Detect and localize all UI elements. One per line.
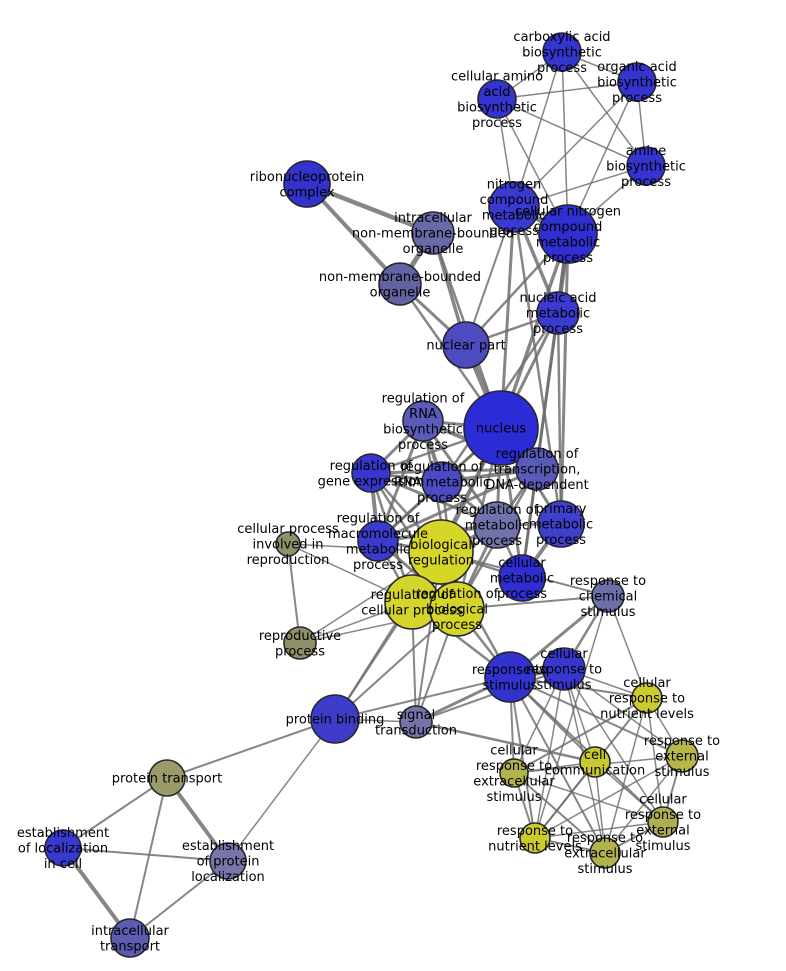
graph-edge-pbind-respstim[interactable] xyxy=(334,676,511,720)
graph-node-regrnametab[interactable]: regulation of RNA metabolic process xyxy=(421,461,463,503)
graph-edge-ptransport-establoccell[interactable] xyxy=(62,777,168,849)
graph-edge-nucleicacid-cellmetab[interactable] xyxy=(520,312,560,579)
graph-edge-respchem-cellnutrient[interactable] xyxy=(607,595,648,699)
graph-edge-cellnutrient-cellrespextr[interactable] xyxy=(513,697,648,774)
graph-node-respchem[interactable]: response to chemical stimulus xyxy=(591,579,625,613)
graph-edge-respext-respnutrient[interactable] xyxy=(534,755,683,839)
graph-node-reggene[interactable]: regulation of gene expression xyxy=(351,453,391,493)
graph-edge-respchem-respnutrient[interactable] xyxy=(534,595,609,839)
graph-edge-respstim-respnutrient[interactable] xyxy=(509,676,536,839)
graph-node-cellrespstim[interactable]: cellular response to stimulus xyxy=(542,647,586,691)
graph-node-nitrogen[interactable]: nitrogen compound metabolic process xyxy=(488,181,540,233)
graph-node-cellnitro[interactable]: cellular nitrogen compound metabolic pro… xyxy=(538,204,598,264)
graph-edge-amino-amine[interactable] xyxy=(496,98,647,167)
graph-node-primary[interactable]: primary metabolic process xyxy=(537,500,585,548)
graph-edge-org-amino[interactable] xyxy=(496,81,638,100)
graph-node-establoccell[interactable]: establishment of localization in cell xyxy=(44,829,82,867)
graph-node-ribo[interactable]: ribonucleoprotein complex xyxy=(283,160,331,208)
graph-node-pbind[interactable]: protein binding xyxy=(310,694,360,744)
graph-node-regmetab[interactable]: regulation of metabolic process xyxy=(473,501,521,549)
graph-node-cellprocrepro[interactable]: cellular process involved in reproductio… xyxy=(275,531,301,557)
graph-node-nuclearpart[interactable]: nuclear part xyxy=(442,321,490,369)
graph-edge-cellcomm-respnutrient[interactable] xyxy=(534,761,596,839)
graph-edge-cellrespextr-cellrespext[interactable] xyxy=(513,772,664,823)
graph-node-ptransport[interactable]: protein transport xyxy=(148,759,186,797)
graph-node-regrnabio[interactable]: regulation of RNA biosynthetic process xyxy=(402,400,444,442)
graph-edge-cellrespextr-respextr[interactable] xyxy=(513,772,606,854)
graph-node-amine[interactable]: amine biosynthetic process xyxy=(626,146,666,186)
graph-node-respstim[interactable]: response to stimulus xyxy=(484,651,536,703)
graph-node-cellrespext[interactable]: cellular response to external stimulus xyxy=(647,806,679,838)
graph-node-nucleicacid[interactable]: nucleic acid metabolic process xyxy=(536,291,580,335)
graph-edge-cellnutrient-respextr[interactable] xyxy=(604,697,648,854)
graph-node-nucleus[interactable]: nucleus xyxy=(463,390,539,466)
graph-node-cellmetab[interactable]: cellular metabolic process xyxy=(498,554,546,602)
graph-node-regmacromol[interactable]: regulation of macromolecule metabolic pr… xyxy=(357,520,399,562)
graph-edge-pbind-establishprot[interactable] xyxy=(227,718,336,862)
graph-edge-cellrespstim-cellrespext[interactable] xyxy=(563,668,664,823)
graph-node-signal[interactable]: signal transduction xyxy=(399,705,433,739)
graph-node-org[interactable]: organic acid biosynthetic process xyxy=(617,62,657,102)
graph-node-intraorg[interactable]: intracellular non-membrane-bounded organ… xyxy=(411,211,455,255)
graph-edge-cellnutrient-cellrespext[interactable] xyxy=(646,697,664,823)
graph-node-respext[interactable]: response to external stimulus xyxy=(665,739,699,773)
graph-node-nonmemorg[interactable]: non-membrane-bounded organelle xyxy=(378,262,422,306)
graph-edge-pbind-ptransport[interactable] xyxy=(166,718,336,779)
graph-node-establishprot[interactable]: establishment of protein localization xyxy=(209,842,247,880)
graph-edge-ptransport-intratransport[interactable] xyxy=(129,777,168,939)
graph-node-respextr[interactable]: response to extracellular stimulus xyxy=(589,837,621,869)
graph-edge-carb-cellnitro[interactable] xyxy=(561,51,569,235)
graph-edge-signal-cellcomm[interactable] xyxy=(415,720,596,764)
graph-edge-carb-nitrogen[interactable] xyxy=(513,51,563,208)
graph-node-respnutrient[interactable]: response to nutrient levels xyxy=(519,822,551,854)
graph-node-regbioproc[interactable]: regulation of biological process xyxy=(429,581,485,637)
graph-edge-carb-amine[interactable] xyxy=(561,51,647,167)
graph-node-carb[interactable]: carboxylic acid biosynthetic process xyxy=(542,32,582,72)
graph-edge-cellnitro-primary[interactable] xyxy=(559,233,570,525)
node-layer: carboxylic acid biosynthetic process orga… xyxy=(44,32,699,958)
graph-edge-establoccell-establishprot[interactable] xyxy=(62,847,229,862)
graph-node-regtrans[interactable]: regulation of transcription, DNA-depende… xyxy=(515,447,559,491)
graph-edge-establishprot-intratransport[interactable] xyxy=(129,860,229,939)
graph-node-cellrespextr[interactable]: cellular response to extracellular stimu… xyxy=(499,758,529,788)
edge-layer xyxy=(61,51,683,940)
graph-edge-regtrans-regmacromol[interactable] xyxy=(377,467,538,543)
graph-node-cellnutrient[interactable]: cellular response to nutrient levels xyxy=(631,682,663,714)
graph-node-cellcomm[interactable]: cell communication xyxy=(579,746,611,778)
graph-edge-nucleicacid-primary[interactable] xyxy=(556,312,563,525)
graph-edge-signal-cellrespstim[interactable] xyxy=(415,668,565,723)
graph-edge-respnutrient-cellrespext[interactable] xyxy=(534,821,664,839)
graph-edge-org-nitrogen[interactable] xyxy=(513,81,638,208)
graph-node-amino[interactable]: cellular amino acid biosynthetic process xyxy=(477,79,517,119)
graph-node-bioreg[interactable]: biological regulation xyxy=(408,519,474,585)
graph-node-reprproc[interactable]: reproductive process xyxy=(283,626,317,660)
graph-node-intratransport[interactable]: intracellular transport xyxy=(110,918,150,958)
